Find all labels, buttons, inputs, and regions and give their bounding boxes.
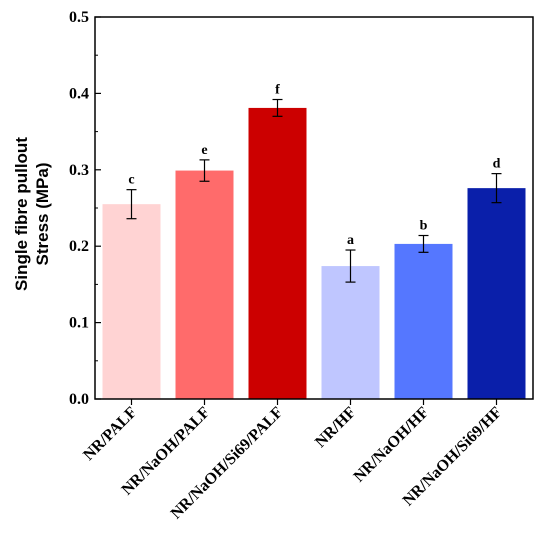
significance-label-5: b [420, 219, 428, 234]
y-tick-label-3: 0.2 [69, 238, 89, 255]
y-axis-ticks: 0.0 0.1 0.2 0.3 0.4 0.5 [69, 9, 101, 408]
significance-labels-group: c e f a b d [128, 83, 500, 249]
significance-label-2: e [201, 143, 207, 158]
y-axis-title-line-2: Stress (MPa) [33, 163, 52, 266]
significance-label-1: c [128, 173, 134, 188]
x-tick-label-4: NR/HF [312, 404, 359, 451]
significance-label-4: a [347, 233, 354, 248]
bar-6 [467, 188, 526, 399]
y-axis-title: Single fibre pullout Stress (MPa) [12, 137, 52, 291]
y-tick-label-6: 0.5 [69, 9, 89, 26]
bar-1 [102, 204, 161, 399]
bar-5 [394, 243, 453, 399]
significance-label-6: d [493, 157, 501, 172]
y-tick-label-4: 0.3 [69, 162, 89, 179]
bar-2 [175, 170, 234, 399]
y-tick-label-1: 0.0 [69, 391, 89, 408]
error-bars-group [126, 98, 502, 283]
y-tick-label-5: 0.4 [69, 85, 89, 102]
x-tick-label-5: NR/NaOH/HF [351, 404, 433, 486]
bar-3 [248, 107, 307, 399]
x-tick-label-1: NR/PALF [80, 404, 140, 464]
y-tick-label-2: 0.1 [69, 315, 89, 332]
bars-group [102, 107, 526, 399]
bar-4 [321, 266, 380, 399]
y-axis-title-line-1: Single fibre pullout [12, 137, 31, 291]
plot-frame [94, 16, 534, 400]
significance-label-3: f [275, 83, 280, 98]
